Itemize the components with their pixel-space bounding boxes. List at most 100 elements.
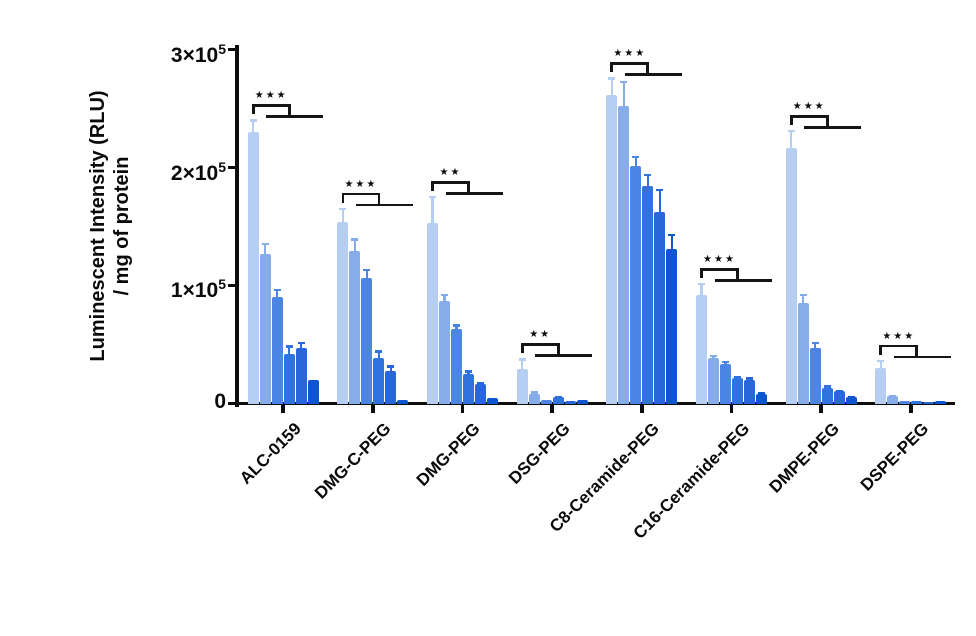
error-bar-whisker xyxy=(891,394,895,400)
bar xyxy=(475,384,486,404)
bar xyxy=(756,393,767,404)
bar xyxy=(439,300,450,404)
bar xyxy=(732,378,743,404)
error-bar-cap xyxy=(453,324,460,327)
significance-bracket-lower-line xyxy=(893,355,951,359)
error-bar-whisker xyxy=(646,173,650,191)
x-axis-label: DSPE-PEG xyxy=(856,419,933,495)
significance-bracket-left-tick xyxy=(610,62,614,72)
bar xyxy=(361,278,373,404)
significance-bracket-drop xyxy=(736,267,739,282)
error-bar-whisker xyxy=(837,390,841,396)
bar xyxy=(385,371,397,404)
significance-bracket-drop xyxy=(377,192,381,207)
error-bar-whisker xyxy=(622,80,626,111)
significance-stars: ★★★ xyxy=(703,253,736,265)
bar xyxy=(564,400,576,404)
y-tick xyxy=(228,166,235,170)
x-tick xyxy=(909,405,913,413)
error-bar-cap xyxy=(363,268,371,272)
error-bar-cap xyxy=(261,242,269,246)
bar xyxy=(618,106,630,404)
x-axis-line xyxy=(233,401,955,405)
significance-bracket-upper-line xyxy=(879,344,919,348)
error-bar-cap xyxy=(644,173,652,176)
significance-bracket-left-tick xyxy=(700,267,703,278)
error-bar-whisker xyxy=(532,391,536,398)
error-bar-whisker xyxy=(467,370,470,378)
error-bar-cap xyxy=(823,385,831,388)
error-bar-whisker xyxy=(879,359,883,372)
x-tick xyxy=(729,405,734,413)
x-axis-label: DMPE-PEG xyxy=(765,419,843,497)
significance-bracket-left-tick xyxy=(520,343,524,354)
error-bar-cap xyxy=(351,238,359,241)
significance-bracket-upper-line xyxy=(700,267,739,271)
error-bar-cap xyxy=(518,358,526,361)
error-bar-cap xyxy=(889,394,897,398)
error-bar-whisker xyxy=(849,395,853,402)
error-bar-cap xyxy=(811,341,819,345)
error-bar-cap xyxy=(273,288,281,292)
significance-bracket-upper-line xyxy=(431,180,470,184)
y-tick-label: 2×105 xyxy=(170,158,226,185)
x-axis-label: DMG-PEG xyxy=(413,419,484,490)
bar xyxy=(935,400,947,404)
x-tick xyxy=(550,405,554,413)
bar xyxy=(427,222,438,404)
bar xyxy=(911,400,923,404)
bar xyxy=(487,398,498,404)
bar xyxy=(516,368,528,404)
significance-bracket-drop xyxy=(556,343,560,358)
error-bar-cap xyxy=(429,195,436,199)
error-bar-cap xyxy=(285,345,293,348)
error-bar-whisker xyxy=(670,233,674,253)
error-bar-whisker xyxy=(700,282,703,299)
error-bar-cap xyxy=(339,207,347,211)
error-bar-cap xyxy=(441,293,448,296)
bar xyxy=(463,373,474,404)
bar xyxy=(899,400,911,404)
error-bar-cap xyxy=(375,350,383,353)
significance-bracket-drop xyxy=(467,180,470,195)
bar xyxy=(283,353,295,404)
significance-bracket-lower-line xyxy=(804,125,862,129)
error-bar-cap xyxy=(477,381,484,385)
bar xyxy=(295,347,307,404)
bar xyxy=(785,147,797,404)
significance-stars: ★★★ xyxy=(613,48,647,59)
x-axis-label: DSG-PEG xyxy=(504,419,574,488)
bar xyxy=(797,303,809,404)
error-bar-cap xyxy=(746,377,753,380)
x-tick xyxy=(371,405,375,413)
error-bar-cap xyxy=(249,119,257,122)
error-bar-cap xyxy=(799,293,807,296)
error-bar-whisker xyxy=(556,395,560,402)
bar xyxy=(259,253,271,404)
error-bar-cap xyxy=(620,80,628,83)
significance-bracket-drop xyxy=(915,344,919,359)
error-bar-whisker xyxy=(263,242,267,258)
error-bar-whisker xyxy=(275,288,279,301)
bar xyxy=(833,391,845,404)
error-bar-cap xyxy=(465,370,472,373)
error-bar-whisker xyxy=(712,354,715,363)
bar xyxy=(451,328,462,404)
significance-bracket-lower-line xyxy=(714,278,772,282)
error-bar-whisker xyxy=(610,77,614,99)
error-bar-cap xyxy=(698,282,705,286)
bar xyxy=(373,358,385,404)
bar xyxy=(540,399,552,404)
bar xyxy=(720,364,731,404)
significance-bracket-drop xyxy=(646,62,650,76)
error-bar-cap xyxy=(758,392,765,395)
error-bar-whisker xyxy=(748,377,751,384)
significance-stars: ★★ xyxy=(439,166,462,178)
error-bar-whisker xyxy=(431,195,434,227)
y-tick xyxy=(228,283,235,287)
error-bar-cap xyxy=(787,129,795,133)
error-bar-whisker xyxy=(365,268,369,283)
error-bar-whisker xyxy=(801,293,805,307)
error-bar-whisker xyxy=(389,365,393,376)
bar xyxy=(630,166,642,404)
